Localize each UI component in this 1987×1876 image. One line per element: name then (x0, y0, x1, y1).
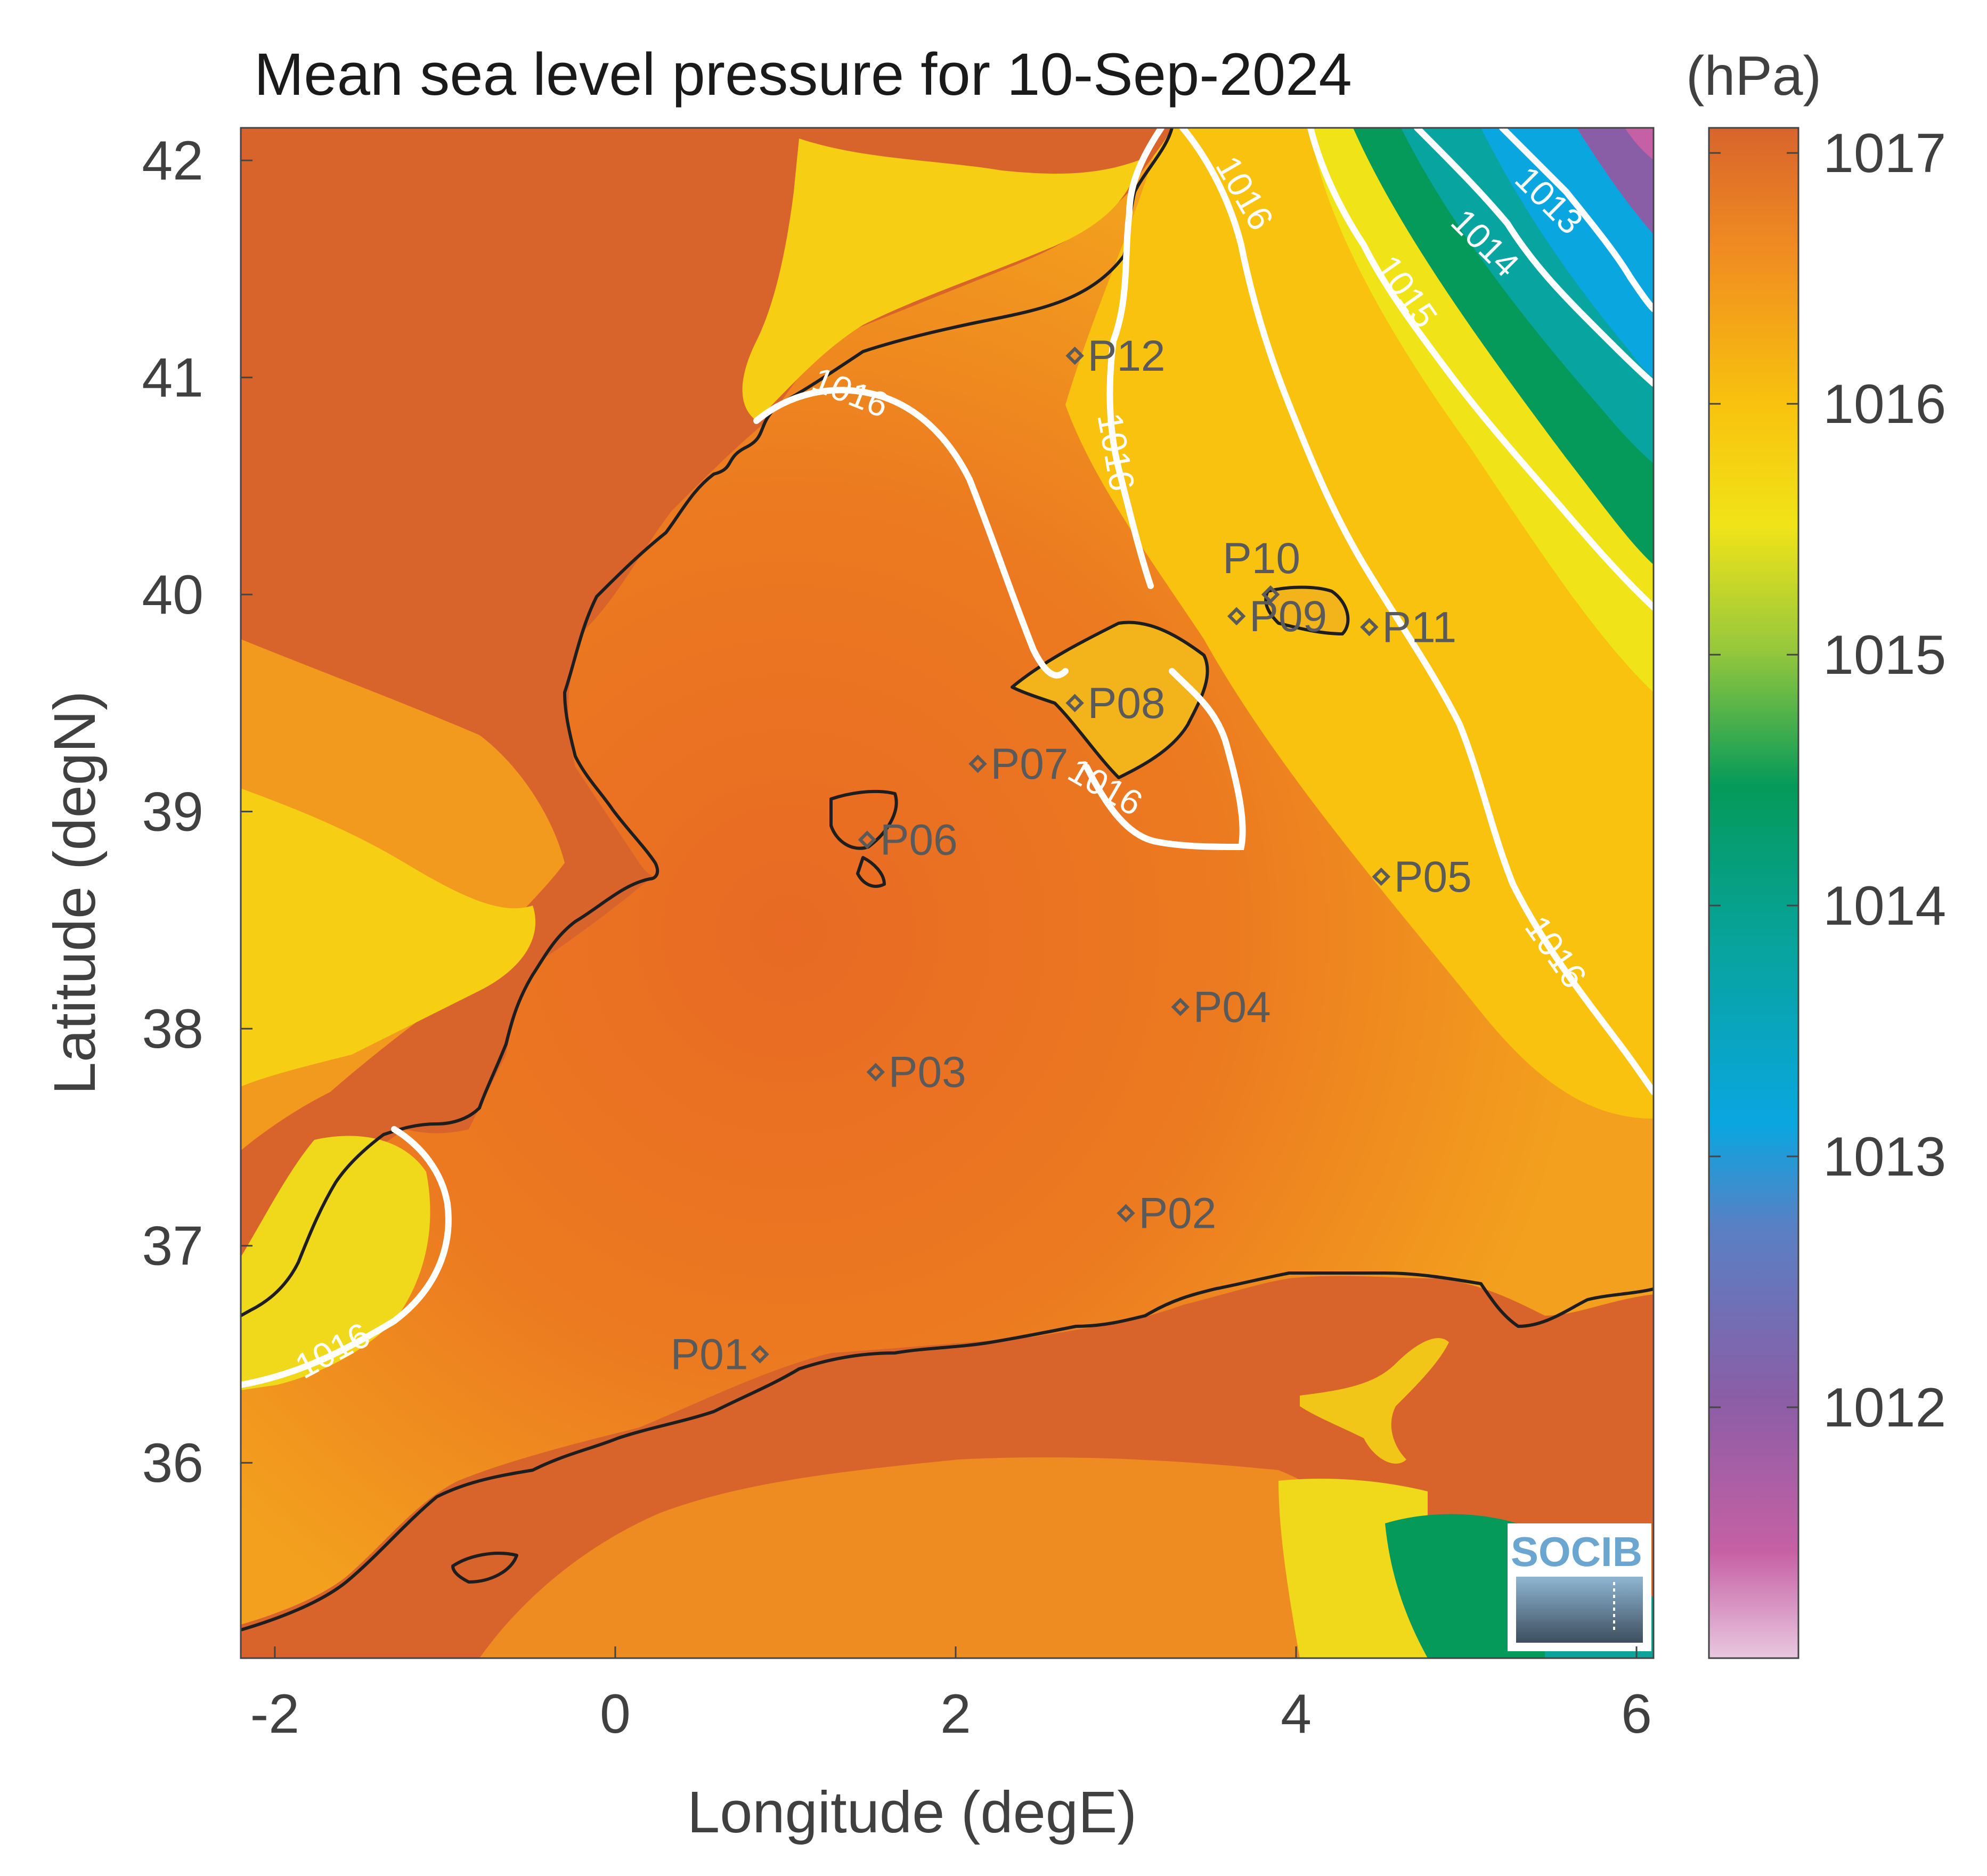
colorbar-tick-label: 1015 (1823, 624, 1946, 686)
contour-1014 (1414, 128, 1654, 387)
island-mallorca (1012, 622, 1208, 778)
land-africa-green (1385, 1514, 1545, 1658)
colorbar-tick-label: 1013 (1823, 1126, 1946, 1188)
map-area: 1016 1016 1016 1016 1016 1016 1015 1014 … (241, 128, 1654, 1658)
station-label-p12: P12 (1088, 332, 1166, 380)
coastline-formentera (856, 856, 886, 888)
contour-1016-east (1179, 128, 1654, 1095)
socib-logo: SOCIB (1508, 1523, 1651, 1651)
station-marker-p08 (1065, 694, 1084, 713)
station-marker-p01 (751, 1345, 769, 1364)
y-axis: 36 37 38 39 40 41 42 (142, 130, 253, 1494)
land-iberia-yellow (241, 788, 536, 1087)
station-label-p11: P11 (1382, 603, 1456, 651)
logo-water (1516, 1577, 1643, 1643)
y-tick-label: 40 (142, 564, 203, 626)
x-tick-label: 6 (1621, 1683, 1652, 1745)
coastline-iberia (241, 128, 1174, 1317)
colorbar-tick-label: 1014 (1823, 875, 1946, 937)
contour-1016-west (241, 1126, 452, 1388)
coastline-small-island (451, 1552, 518, 1584)
island-menorca (1266, 587, 1348, 634)
land-africa-highlands (479, 1457, 1390, 1658)
station-marker-p05 (1372, 867, 1391, 886)
colorbar-tick-label: 1012 (1823, 1377, 1946, 1439)
map-title: Mean sea level pressure for 10-Sep-2024 (254, 41, 1352, 108)
logo-text: SOCIB (1511, 1528, 1642, 1575)
contour-lines (241, 128, 1654, 1388)
x-tick-label: 0 (600, 1683, 631, 1745)
land-coast-yellow-strip (742, 138, 1140, 421)
station-label-p01: P01 (671, 1330, 748, 1379)
station-marker-p02 (1117, 1204, 1135, 1222)
map-frame (240, 127, 1655, 1659)
station-marker-p04 (1171, 998, 1190, 1016)
contour-1016-mallorca (1084, 668, 1246, 851)
station-marker-p03 (866, 1063, 885, 1081)
land-iberia (241, 128, 1172, 1305)
station-marker-p09 (1227, 607, 1246, 626)
coastline-north-africa (241, 1271, 1654, 1632)
station-markers: P01 P02 P03 P04 P05 P06 P07 P08 P09 P10 P11 P12 (671, 332, 1472, 1379)
x-axis-label: Longitude (degE) (687, 1780, 1137, 1845)
station-marker-p07 (968, 754, 987, 773)
contour-1013 (1499, 128, 1654, 312)
station-label-p10: P10 (1223, 534, 1300, 583)
colorbar: (hPa) 1012 1013 1014 1015 1016 1017 (1686, 45, 1946, 1659)
x-axis: -2 0 2 4 6 (250, 1646, 1652, 1745)
y-tick-label: 37 (142, 1216, 203, 1277)
station-label-p08: P08 (1088, 679, 1166, 728)
station-label-p05: P05 (1394, 853, 1472, 901)
contour-1016-channel (1106, 128, 1164, 589)
coastline-ibiza (829, 789, 898, 850)
contour-1016-north-coast (753, 387, 1069, 679)
station-label-p09: P09 (1249, 592, 1327, 641)
colorbar-gradient (1708, 127, 1799, 1659)
y-tick-label: 41 (142, 347, 203, 409)
coastline-menorca (1264, 585, 1350, 635)
x-tick-label: -2 (250, 1683, 299, 1745)
colorbar-tick-label: 1017 (1823, 123, 1946, 184)
station-marker-p10 (1261, 585, 1280, 604)
station-label-p04: P04 (1193, 983, 1271, 1031)
station-marker-p12 (1065, 346, 1084, 365)
land-africa-yellow-ridge (1300, 1338, 1449, 1464)
island-formentera (858, 858, 884, 886)
y-tick-label: 42 (142, 130, 203, 192)
coastline-mallorca (1011, 621, 1209, 779)
station-label-p06: P06 (880, 816, 958, 864)
blue-band (1481, 128, 1654, 378)
colorbar-unit-label: (hPa) (1686, 45, 1821, 107)
y-tick-label: 39 (142, 781, 203, 843)
station-marker-p11 (1360, 618, 1379, 637)
island-ibiza (831, 791, 897, 849)
x-tick-label: 2 (940, 1683, 971, 1745)
y-axis-label: Latitude (degN) (42, 691, 108, 1095)
station-label-p03: P03 (889, 1048, 966, 1097)
y-tick-label: 36 (142, 1432, 203, 1494)
x-tick-label: 4 (1281, 1683, 1312, 1745)
contour-1015 (1307, 128, 1654, 610)
station-label-p07: P07 (991, 740, 1069, 788)
violet-band (1577, 128, 1654, 234)
station-marker-p06 (858, 830, 877, 849)
y-tick-label: 38 (142, 998, 203, 1060)
colorbar-tick-label: 1016 (1823, 373, 1946, 435)
colorbar-ticks: 1012 1013 1014 1015 1016 1017 (1709, 123, 1946, 1439)
station-label-p02: P02 (1138, 1189, 1216, 1238)
coastlines (241, 128, 1654, 1632)
pink-band (1625, 128, 1654, 160)
